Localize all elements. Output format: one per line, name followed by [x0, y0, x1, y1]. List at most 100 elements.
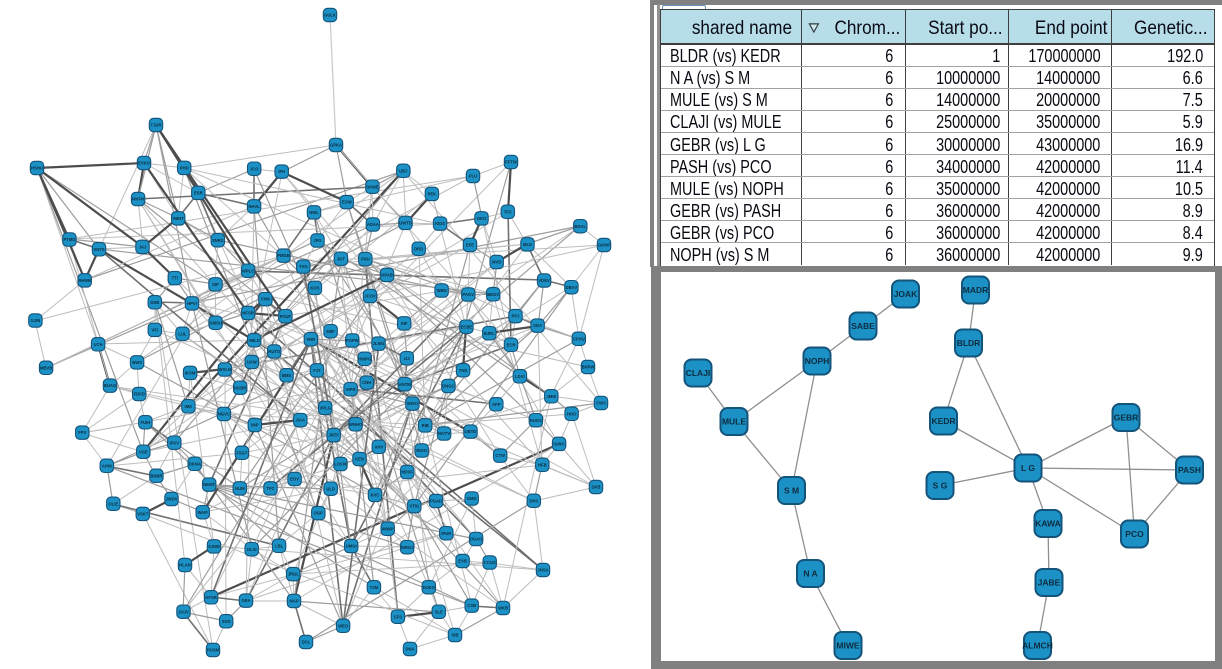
svg-text:WPLC: WPLC [242, 268, 254, 273]
svg-text:VIPR: VIPR [346, 387, 356, 392]
svg-text:MULE: MULE [722, 417, 746, 427]
svg-text:SJWE: SJWE [208, 544, 220, 549]
svg-text:KVC: KVC [371, 493, 380, 498]
svg-text:S M: S M [784, 486, 799, 496]
svg-text:JRGL: JRGL [288, 572, 300, 577]
svg-text:AHW: AHW [102, 463, 112, 468]
svg-text:FSGT: FSGT [236, 450, 248, 455]
svg-text:MVD: MVD [492, 260, 501, 265]
svg-text:KEN: KEN [355, 457, 364, 462]
svg-text:CSB: CSB [467, 603, 476, 608]
svg-text:ANTM: ANTM [399, 382, 412, 387]
svg-text:KAWA: KAWA [1035, 519, 1061, 529]
svg-text:JOJV: JOJV [178, 609, 189, 614]
svg-text:JWDV: JWDV [165, 497, 177, 502]
svg-text:JAJ: JAJ [139, 245, 147, 250]
svg-text:HLAH: HLAH [179, 563, 191, 568]
svg-text:MBVB: MBVB [40, 365, 52, 370]
svg-text:FUIH: FUIH [141, 420, 151, 425]
svg-text:ADAA: ADAA [367, 222, 379, 227]
svg-text:EOW: EOW [342, 200, 352, 205]
svg-text:BMS: BMS [282, 373, 292, 378]
svg-text:PMGB: PMGB [277, 253, 290, 258]
svg-text:CFHU: CFHU [573, 336, 585, 341]
svg-text:HFSR: HFSR [242, 311, 253, 316]
svg-text:SLE: SLE [435, 609, 443, 614]
svg-text:FOPW: FOPW [346, 338, 359, 343]
svg-text:PGAD: PGAD [430, 499, 442, 504]
svg-text:JCO: JCO [250, 166, 259, 171]
svg-text:KEDR: KEDR [931, 416, 955, 426]
svg-text:WEO: WEO [338, 623, 349, 628]
svg-text:VTIG: VTIG [409, 504, 419, 509]
svg-text:BNBR: BNBR [150, 473, 162, 478]
svg-text:WBN: WBN [437, 288, 447, 293]
svg-text:FFTW: FFTW [505, 160, 517, 165]
svg-text:JHSA: JHSA [537, 568, 548, 573]
svg-text:KOS: KOS [310, 286, 319, 291]
svg-text:VFI: VFI [152, 328, 159, 333]
svg-text:WVLN: WVLN [219, 367, 231, 372]
svg-text:PUSM: PUSM [207, 648, 220, 653]
svg-text:NUM: NUM [235, 486, 245, 491]
svg-text:EVB: EVB [458, 559, 467, 564]
svg-text:GRA: GRA [241, 598, 250, 603]
svg-text:HPVI: HPVI [187, 301, 197, 306]
svg-text:FNU: FNU [361, 257, 370, 262]
svg-text:IFH: IFH [278, 169, 285, 174]
svg-text:PPJ: PPJ [512, 314, 521, 319]
svg-text:HFB: HFB [538, 462, 547, 467]
svg-text:UAW: UAW [247, 360, 257, 365]
svg-text:PLU: PLU [469, 174, 477, 179]
svg-text:ESR: ESR [194, 191, 203, 196]
svg-text:OLIE: OLIE [108, 501, 118, 506]
svg-text:BHPW: BHPW [582, 365, 595, 370]
svg-text:IJJ: IJJ [404, 356, 410, 361]
svg-text:AFP: AFP [492, 402, 501, 407]
svg-text:PHD: PHD [180, 166, 189, 171]
svg-text:FPV: FPV [78, 430, 86, 435]
svg-text:HSHU: HSHU [31, 166, 43, 171]
svg-text:CLAJI: CLAJI [686, 368, 711, 378]
svg-text:MIWE: MIWE [836, 641, 859, 651]
svg-text:IKSM: IKSM [185, 371, 196, 376]
svg-text:SNTS: SNTS [93, 247, 104, 252]
svg-text:VBHT: VBHT [172, 216, 184, 221]
svg-text:TFC: TFC [266, 486, 274, 491]
svg-text:EBF: EBF [326, 329, 335, 334]
svg-text:JCOV: JCOV [364, 294, 376, 299]
svg-text:WKB: WKB [498, 606, 508, 611]
svg-text:BDAL: BDAL [574, 224, 586, 229]
svg-text:RIB: RIB [422, 423, 429, 428]
svg-text:JNTF: JNTF [328, 433, 339, 438]
svg-text:VSKT: VSKT [137, 512, 149, 517]
svg-text:HDVF: HDVF [401, 470, 413, 475]
svg-text:NGVC: NGVC [218, 412, 230, 417]
svg-text:SVD: SVD [222, 619, 231, 624]
svg-text:BLDR: BLDR [957, 338, 981, 348]
svg-text:BEGV: BEGV [487, 292, 499, 297]
svg-text:KPAB: KPAB [381, 273, 393, 278]
svg-text:SNRS: SNRS [212, 238, 224, 243]
svg-text:HWPG: HWPG [358, 356, 371, 361]
svg-text:FDFD: FDFD [134, 392, 145, 397]
svg-text:JKT: JKT [337, 256, 345, 261]
svg-text:HOO: HOO [567, 411, 577, 416]
svg-text:WRGJ: WRGJ [401, 545, 414, 550]
svg-text:DRD: DRD [414, 246, 423, 251]
svg-text:AHV: AHV [374, 444, 383, 449]
svg-text:GJNI: GJNI [31, 318, 41, 323]
svg-text:CCUS: CCUS [484, 560, 496, 565]
svg-text:KIDS: KIDS [435, 221, 445, 226]
svg-text:N A: N A [803, 569, 817, 579]
svg-text:FJT: FJT [313, 368, 321, 373]
svg-text:WAIF: WAIF [197, 510, 208, 515]
svg-text:TFC: TFC [504, 209, 512, 214]
svg-text:DSB: DSB [150, 300, 159, 305]
svg-text:ECR: ECR [507, 342, 516, 347]
svg-text:DHS: DHS [529, 498, 538, 503]
svg-text:IPUR: IPUR [441, 531, 451, 536]
svg-text:PCO: PCO [1125, 529, 1144, 539]
svg-text:LOCM: LOCM [334, 462, 347, 467]
svg-text:GULK: GULK [324, 13, 336, 18]
